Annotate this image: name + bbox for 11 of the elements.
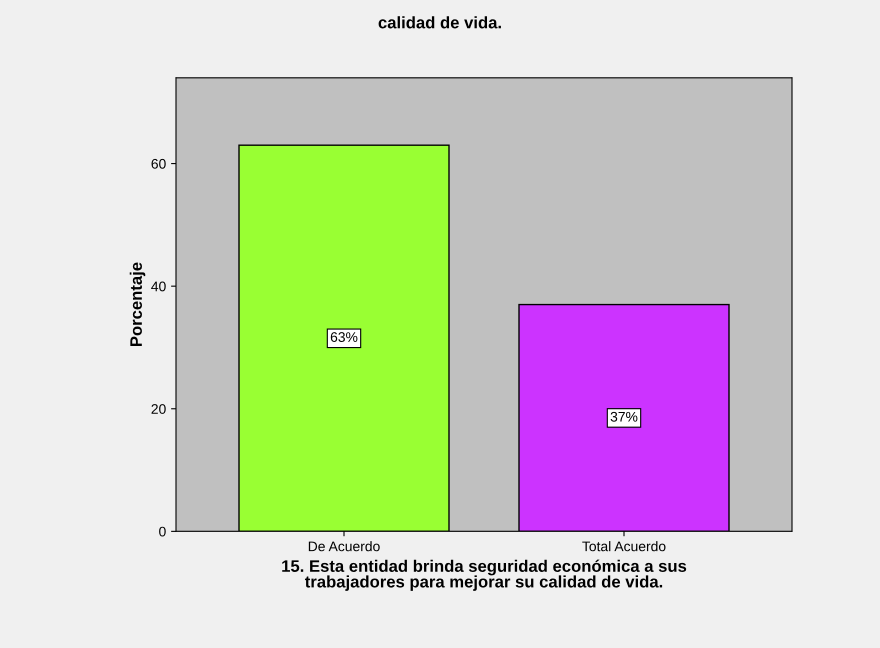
- x-tick-label: Total Acuerdo: [582, 541, 666, 552]
- data-label: 37%: [610, 412, 638, 422]
- x-tick-label: De Acuerdo: [308, 541, 380, 552]
- x-axis-title: 15. Esta entidad brinda seguridad económica a sus trabajadores para mejorar su calidad de vida.: [282, 560, 686, 591]
- y-tick-label: 20: [152, 404, 166, 414]
- chart-title: calidad de vida.: [378, 16, 501, 28]
- y-tick-label: 60: [152, 158, 166, 169]
- y-tick-label: 40: [151, 282, 166, 292]
- data-label: 63%: [330, 332, 358, 342]
- y-tick-label: 0: [159, 526, 166, 537]
- y-axis-title: Porcentaje: [130, 262, 146, 346]
